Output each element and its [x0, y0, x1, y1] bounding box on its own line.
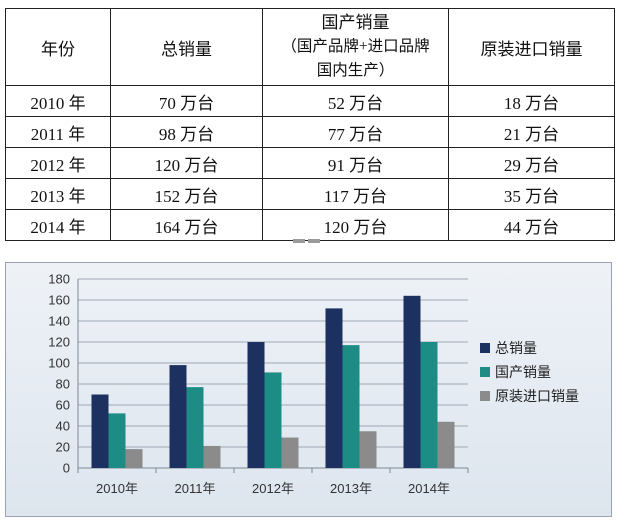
cell-import: 44 万台: [448, 209, 615, 241]
header-domestic-line-1: 国产销量: [321, 13, 390, 32]
table-row: 2010 年 70 万台 52 万台 18 万台: [5, 85, 615, 117]
cell-import: 18 万台: [448, 85, 615, 117]
header-domestic-line-3: 国内生产）: [316, 62, 395, 79]
y-tick-label: 180: [48, 272, 70, 287]
cell-total: 120 万台: [110, 147, 263, 179]
cell-year: 2012 年: [5, 147, 111, 179]
bar-s2-c3: [359, 431, 377, 468]
x-tick-label: 2012年: [252, 481, 294, 496]
y-tick-label: 60: [56, 398, 70, 413]
header-year: 年份: [5, 8, 111, 86]
header-total: 总销量: [110, 8, 263, 86]
table-row: 2011 年 98 万台 77 万台 21 万台: [5, 116, 615, 148]
table-row: 2013 年 152 万台 117 万台 35 万台: [5, 178, 615, 210]
sales-table: 年份 总销量 国产销量 （国产品牌+进口品牌 国内生产） 原装进口销量 2010…: [5, 8, 615, 241]
y-tick-label: 20: [56, 440, 70, 455]
image-handle: [293, 239, 320, 243]
bar-s1-c4: [420, 342, 438, 468]
legend-swatch: [480, 343, 490, 353]
cell-total: 152 万台: [110, 178, 263, 210]
cell-year: 2014 年: [5, 209, 111, 241]
legend-swatch: [480, 367, 490, 377]
cell-import: 29 万台: [448, 147, 615, 179]
cell-domestic: 120 万台: [262, 209, 449, 241]
bar-s0-c0: [91, 394, 109, 468]
bar-chart: 0 20 40 60 80 100 120 140 160 180 2010年 2011年 2012年 2…: [5, 262, 612, 517]
legend-item-import: 原装进口销量: [480, 384, 579, 408]
cell-domestic: 77 万台: [262, 116, 449, 148]
cell-domestic: 52 万台: [262, 85, 449, 117]
legend-label: 总销量: [495, 340, 537, 356]
cell-import: 21 万台: [448, 116, 615, 148]
legend-item-domestic: 国产销量: [480, 360, 579, 384]
bar-s0-c2: [247, 342, 265, 468]
x-tick-label: 2010年: [96, 481, 138, 496]
legend-swatch: [480, 391, 490, 401]
cell-year: 2013 年: [5, 178, 111, 210]
x-tick-label: 2013年: [330, 481, 372, 496]
header-domestic-line-2: （国产品牌+进口品牌: [281, 38, 430, 55]
bar-s0-c4: [403, 295, 421, 468]
bar-s1-c1: [186, 387, 204, 468]
y-tick-label: 100: [48, 356, 70, 371]
cell-import: 35 万台: [448, 178, 615, 210]
legend-item-total: 总销量: [480, 336, 579, 360]
y-tick-label: 80: [56, 377, 70, 392]
header-import: 原装进口销量: [448, 8, 615, 86]
y-tick-label: 120: [48, 335, 70, 350]
x-tick-label: 2014年: [408, 481, 450, 496]
y-tick-label: 160: [48, 293, 70, 308]
cell-year: 2010 年: [5, 85, 111, 117]
cell-total: 98 万台: [110, 116, 263, 148]
cell-year: 2011 年: [5, 116, 111, 148]
bar-s1-c0: [108, 413, 126, 468]
bar-s1-c2: [264, 372, 282, 468]
table-row: 2012 年 120 万台 91 万台 29 万台: [5, 147, 615, 179]
bar-s0-c1: [169, 365, 187, 468]
bar-s0-c3: [325, 308, 343, 468]
cell-total: 70 万台: [110, 85, 263, 117]
legend-label: 国产销量: [495, 364, 551, 380]
y-tick-label: 0: [63, 461, 70, 476]
y-tick-label: 140: [48, 314, 70, 329]
bar-s2-c1: [203, 445, 221, 468]
table-row: 2014 年 164 万台 120 万台 44 万台: [5, 209, 615, 241]
x-tick-label: 2011年: [175, 481, 216, 496]
table-header-row: 年份 总销量 国产销量 （国产品牌+进口品牌 国内生产） 原装进口销量: [5, 8, 615, 86]
y-tick-label: 40: [56, 419, 70, 434]
header-domestic: 国产销量 （国产品牌+进口品牌 国内生产）: [262, 8, 449, 86]
bar-s2-c4: [437, 421, 455, 468]
chart-canvas: 0 20 40 60 80 100 120 140 160 180 2010年 2011年 2012年 2…: [48, 272, 469, 496]
bar-s1-c3: [342, 345, 360, 468]
cell-total: 164 万台: [110, 209, 263, 241]
cell-domestic: 117 万台: [262, 178, 449, 210]
legend-label: 原装进口销量: [495, 388, 579, 404]
chart-legend: 总销量 国产销量 原装进口销量: [480, 336, 579, 408]
bar-s2-c0: [125, 449, 143, 468]
cell-domestic: 91 万台: [262, 147, 449, 179]
bar-s2-c2: [281, 437, 299, 468]
